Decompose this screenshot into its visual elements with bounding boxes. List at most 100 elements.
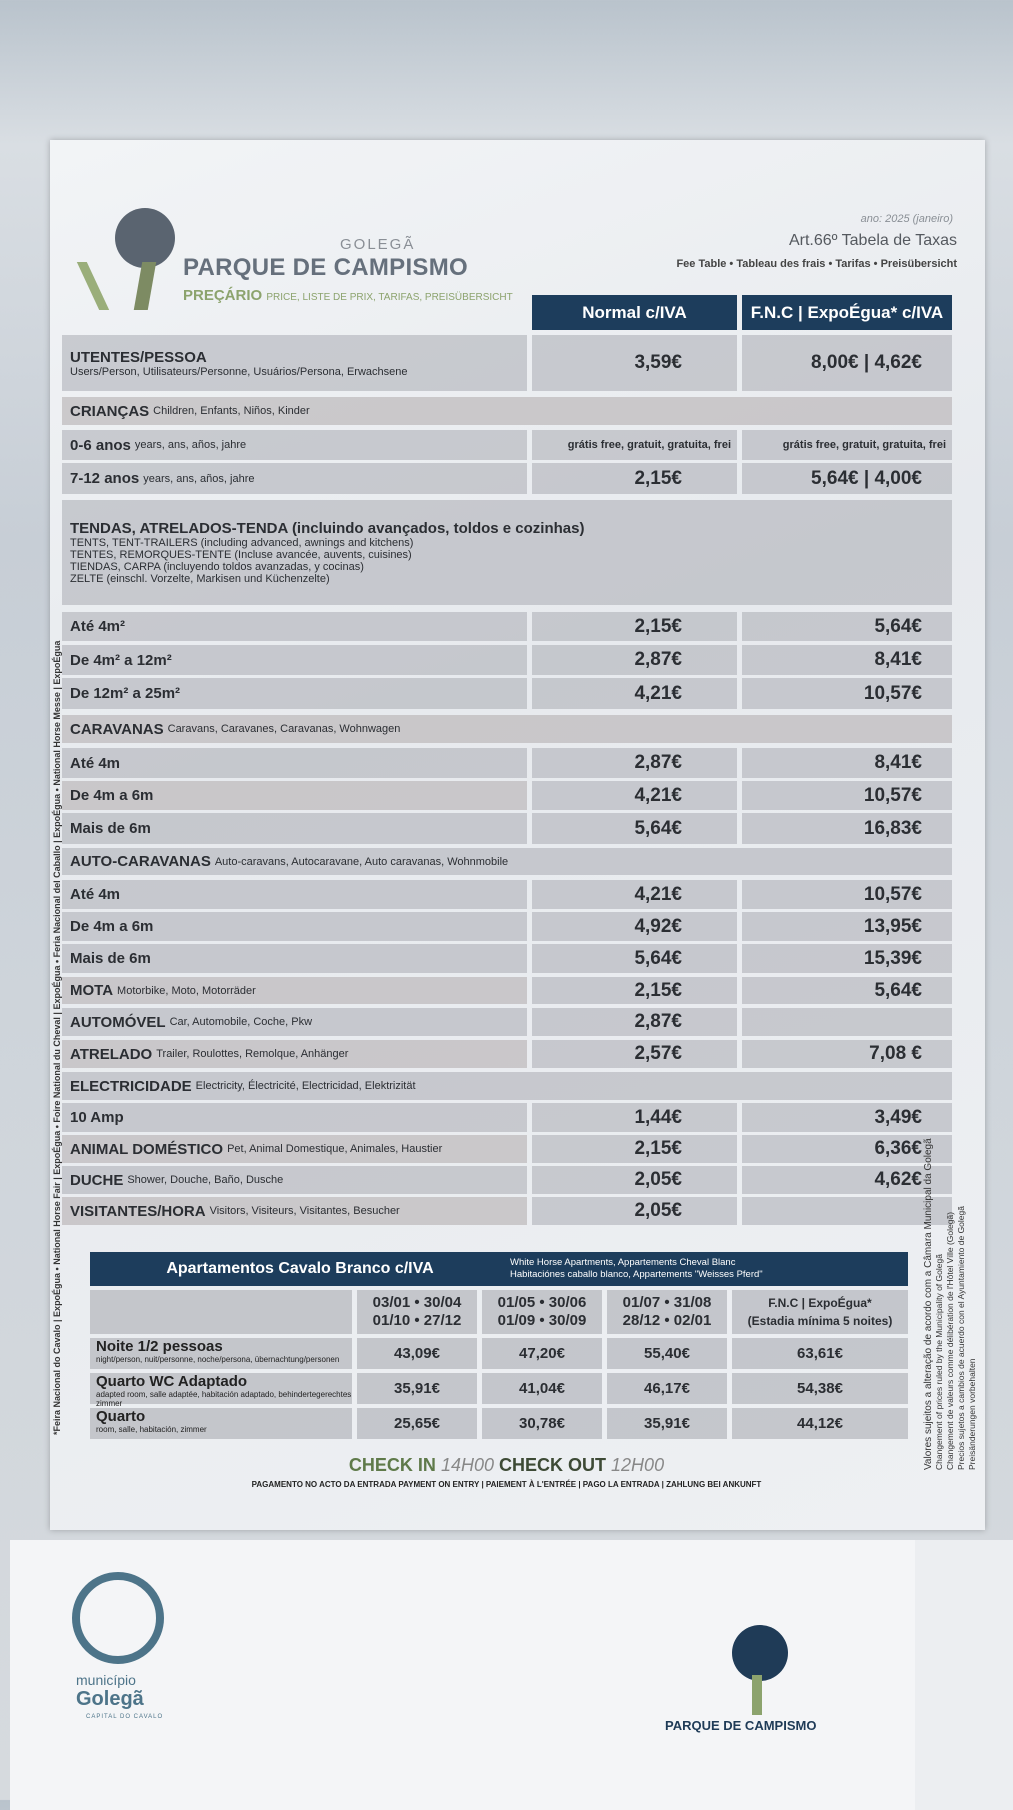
page-title: PARQUE DE CAMPISMO — [183, 254, 468, 281]
row-label: MOTA Motorbike, Moto, Motorräder — [62, 977, 527, 1004]
apartment-row: Quarto WC Adaptado adapted room, salle ad… — [90, 1373, 908, 1408]
price-normal: 2,15€ — [532, 612, 737, 641]
row-label: 7-12 anos years, ans, años, jahre — [62, 463, 527, 494]
row-title: De 4m² a 12m² — [70, 651, 172, 669]
price-fnc — [742, 1008, 952, 1036]
side-note-line: Changement de valeurs comme délibération… — [945, 1211, 955, 1470]
apartment-title: Noite 1/2 pessoas — [96, 1338, 223, 1355]
checkin-times: CHECK IN 14H00 CHECK OUT 12H00 — [0, 1455, 1013, 1476]
row-label: 0-6 anos years, ans, años, jahre — [62, 430, 527, 460]
price-normal: 2,87€ — [532, 1008, 737, 1036]
table-row: De 4m² a 12m² 2,87€ 8,41€ — [62, 645, 952, 675]
golega-label: Golegã — [76, 1688, 144, 1710]
apartment-label: Quarto room, salle, habitación, zimmer — [90, 1408, 352, 1439]
price-normal: 2,15€ — [532, 1135, 737, 1163]
apartments-header: Apartamentos Cavalo Branco c/IVA White H… — [90, 1252, 908, 1286]
price-fnc: 10,57€ — [742, 678, 952, 709]
apartment-price: 43,09€ — [357, 1338, 477, 1369]
price-fnc: 5,64€ | 4,00€ — [742, 463, 952, 494]
apartment-title: Quarto WC Adaptado — [96, 1373, 248, 1390]
period-header: F.N.C | ExpoÉgua* (Estadia mínima 5 noit… — [732, 1290, 908, 1334]
price-normal: grátis free, gratuit, gratuita, frei — [532, 430, 737, 460]
price-normal: 5,64€ — [532, 944, 737, 973]
row-subtitle: years, ans, años, jahre — [134, 439, 247, 451]
price-fnc: 6,36€ — [742, 1135, 952, 1163]
apartment-price: 30,78€ — [482, 1408, 602, 1439]
row-title: AUTO-CARAVANAS — [70, 853, 211, 870]
row-title: 10 Amp — [70, 1109, 124, 1126]
side-note-left: *Feira Nacional do Cavalo | ExpoÉgua • N… — [52, 640, 62, 1435]
fee-table-label: Fee Table • Tableau des frais • Tarifas … — [676, 258, 957, 270]
apartment-label: Quarto WC Adaptado adapted room, salle ad… — [90, 1373, 352, 1408]
price-normal: 1,44€ — [532, 1103, 737, 1132]
price-fnc: 10,57€ — [742, 880, 952, 909]
row-title: De 12m² a 25m² — [70, 685, 181, 702]
row-subtitle: Children, Enfants, Niños, Kinder — [153, 405, 310, 417]
row-title: ATRELADO — [70, 1045, 153, 1063]
table-row: CRIANÇAS Children, Enfants, Niños, Kinder — [62, 397, 952, 425]
column-fnc: F.N.C | ExpoÉgua* c/IVA — [742, 295, 952, 330]
precario-heading: PREÇÁRIO PRICE, LISTE DE PRIX, TARIFAS, … — [183, 287, 513, 304]
row-label: Mais de 6m — [62, 944, 527, 973]
campsite-label: PARQUE DE CAMPISMO — [665, 1718, 817, 1733]
apartment-price: 46,17€ — [607, 1373, 727, 1404]
check-in-time: 14H00 — [440, 1455, 494, 1475]
row-subtitle: Car, Automobile, Coche, Pkw — [169, 1016, 313, 1028]
table-row: CARAVANAS Caravans, Caravanes, Caravanas,… — [62, 715, 952, 743]
row-title: UTENTES/PESSOA — [70, 348, 207, 366]
apartment-price: 55,40€ — [607, 1338, 727, 1369]
table-row: AUTO-CARAVANAS Auto-caravans, Autocaravan… — [62, 848, 952, 875]
campsite-tree-icon — [732, 1625, 788, 1681]
table-row: ANIMAL DOMÉSTICO Pet, Animal Domestique, … — [62, 1135, 952, 1163]
table-row: Mais de 6m 5,64€ 15,39€ — [62, 944, 952, 973]
check-in-label: CHECK IN — [348, 1455, 436, 1475]
row-title: De 4m a 6m — [70, 918, 154, 935]
price-fnc: 5,64€ — [742, 977, 952, 1004]
brand-top: GOLEGÃ — [340, 236, 416, 253]
apartment-label: Noite 1/2 pessoas night/person, nuit/pers… — [90, 1338, 352, 1369]
apartment-price: 44,12€ — [732, 1408, 908, 1439]
apartments-subtitle-2: Habitaciónes caballo blanco, Appartement… — [510, 1269, 763, 1280]
apartment-price: 63,61€ — [732, 1338, 908, 1369]
price-fnc: 16,83€ — [742, 813, 952, 844]
table-row: De 4m a 6m 4,92€ 13,95€ — [62, 912, 952, 941]
row-label: UTENTES/PESSOA Users/Person, Utilisateurs… — [62, 335, 527, 391]
price-fnc: grátis free, gratuit, gratuita, frei — [742, 430, 952, 460]
price-fnc: 8,41€ — [742, 645, 952, 675]
side-note-right: Valores sujeitos a alteração de acordo c… — [923, 1138, 978, 1470]
period-header: 01/07 • 31/08 28/12 • 02/01 — [607, 1290, 727, 1334]
table-row: MOTA Motorbike, Moto, Motorräder 2,15€ 5,64… — [62, 977, 952, 1004]
apartment-price: 47,20€ — [482, 1338, 602, 1369]
row-subtitle: years, ans, años, jahre — [143, 472, 255, 485]
price-fnc: 3,49€ — [742, 1103, 952, 1132]
row-subtitle: Visitors, Visiteurs, Visitantes, Besuche… — [209, 1205, 400, 1217]
table-row: Até 4m² 2,15€ 5,64€ — [62, 612, 952, 641]
row-label: ATRELADO Trailer, Roulottes, Remolque, An… — [62, 1040, 527, 1068]
row-label: Mais de 6m — [62, 813, 527, 844]
row-title: ANIMAL DOMÉSTICO — [70, 1140, 224, 1158]
price-fnc: 7,08 € — [742, 1040, 952, 1068]
price-fnc — [742, 1197, 952, 1225]
check-out-time: 12H00 — [611, 1455, 665, 1475]
table-row: Mais de 6m 5,64€ 16,83€ — [62, 813, 952, 844]
side-note-line: Preisänderungen vorbehalten — [967, 1358, 977, 1470]
row-label: VISITANTES/HORA Visitors, Visiteurs, Visi… — [62, 1197, 527, 1225]
apartment-subtitle: night/person, nuit/personne, noche/perso… — [96, 1355, 340, 1364]
row-title: Até 4m² — [70, 618, 126, 635]
apartment-subtitle: adapted room, salle adaptée, habitación … — [96, 1390, 352, 1408]
table-row: Até 4m 2,87€ 8,41€ — [62, 748, 952, 778]
price-normal: 4,21€ — [532, 678, 737, 709]
price-fnc: 15,39€ — [742, 944, 952, 973]
row-label: DUCHE Shower, Douche, Baño, Dusche — [62, 1166, 527, 1194]
price-normal: 4,21€ — [532, 880, 737, 909]
precario-sub: PRICE, LISTE DE PRIX, TARIFAS, PREISÜBER… — [266, 292, 513, 303]
table-row: TENDAS, ATRELADOS-TENDA (incluindo avanç… — [62, 500, 952, 605]
row-title: De 4m a 6m — [70, 787, 154, 804]
price-fnc: 13,95€ — [742, 912, 952, 941]
apartment-price: 35,91€ — [607, 1408, 727, 1439]
row-title: DUCHE — [70, 1171, 124, 1189]
apartment-row: Noite 1/2 pessoas night/person, nuit/pers… — [90, 1338, 908, 1369]
row-title: TENDAS, ATRELADOS-TENDA (incluindo avanç… — [70, 520, 585, 537]
price-fnc: 5,64€ — [742, 612, 952, 641]
row-subtitle-line: ZELTE (einschl. Vorzelte, Markisen und K… — [70, 573, 330, 585]
